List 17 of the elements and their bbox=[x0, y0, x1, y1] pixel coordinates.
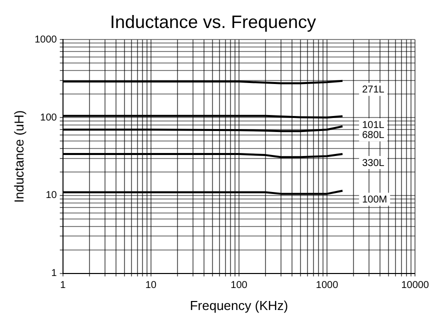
x-tick-label: 100 bbox=[230, 280, 248, 292]
y-axis-title: Inductance (uH) bbox=[11, 110, 26, 203]
x-tick-label: 10000 bbox=[401, 280, 430, 292]
series-label: 330L bbox=[362, 158, 385, 169]
series-label: 100M bbox=[362, 194, 388, 206]
series-label: 271L bbox=[362, 84, 385, 96]
series-label: 101L bbox=[362, 120, 385, 131]
y-tick-label: 100 bbox=[40, 112, 58, 124]
chart-title: Inductance vs. Frequency bbox=[110, 12, 316, 32]
series-label: 680L bbox=[362, 130, 385, 142]
y-tick-label: 1000 bbox=[34, 34, 58, 46]
y-tick-label: 10 bbox=[46, 190, 58, 202]
x-axis-title: Frequency (KHz) bbox=[190, 298, 288, 313]
x-tick-label: 10 bbox=[145, 280, 157, 292]
y-tick-label: 1 bbox=[51, 268, 58, 280]
x-tick-label: 1000 bbox=[316, 280, 339, 292]
x-tick-label: 1 bbox=[60, 280, 66, 292]
